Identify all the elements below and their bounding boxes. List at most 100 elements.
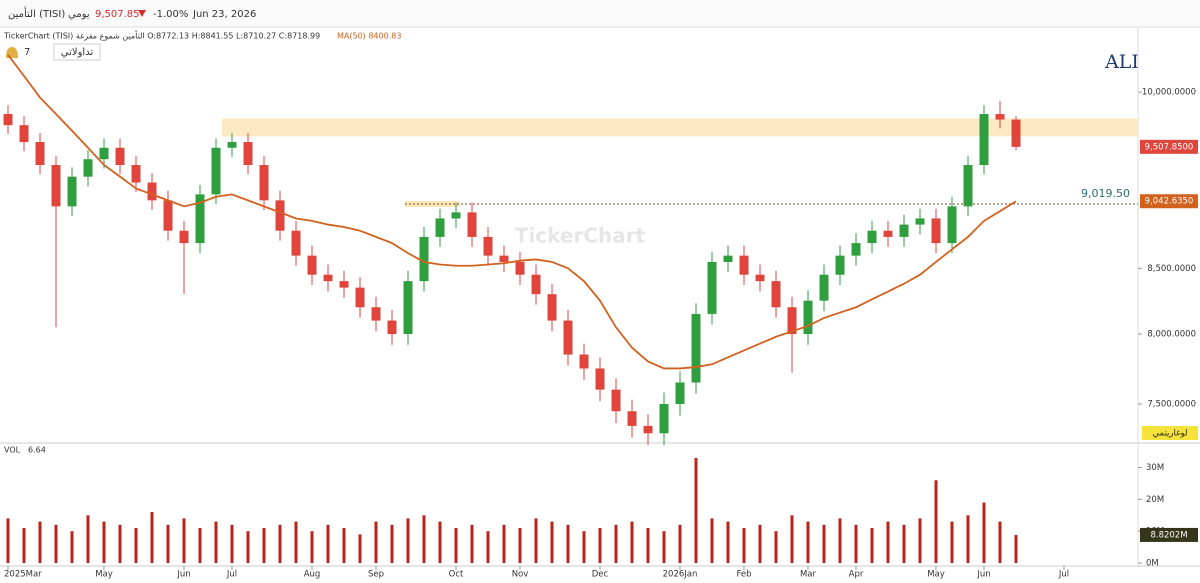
y-tick-label: 10,000.0000 xyxy=(1142,88,1196,98)
volume-bar xyxy=(598,528,602,563)
volume-bar xyxy=(822,524,826,563)
volume-bar xyxy=(902,524,906,563)
ma-line xyxy=(7,54,1017,370)
volume-bar xyxy=(470,524,474,563)
candle-body xyxy=(563,320,573,355)
candle-body xyxy=(515,261,525,275)
volume-bar xyxy=(358,534,362,563)
volume-tick-label: 0M xyxy=(1146,559,1159,569)
watermark: TickerChart xyxy=(515,224,646,248)
x-tick-label: May xyxy=(95,570,113,580)
candle-body xyxy=(467,212,477,237)
ma-label-box xyxy=(1140,194,1198,209)
volume-bar xyxy=(22,528,26,563)
volume-bar xyxy=(230,524,234,563)
volume-label: 8.8202M xyxy=(1150,530,1187,540)
chart-title: ALI xyxy=(1104,51,1139,73)
volume-bar xyxy=(886,521,890,563)
volume-bar xyxy=(70,531,74,563)
candle-body xyxy=(915,218,925,225)
candle-body xyxy=(83,159,93,177)
volume-bar xyxy=(966,515,970,563)
volume-bar xyxy=(614,524,618,563)
volume-label-box xyxy=(1140,527,1198,542)
candle-body xyxy=(723,255,733,262)
volume-bar xyxy=(134,528,138,563)
candle-body xyxy=(595,368,605,390)
x-tick-label: May xyxy=(927,570,945,580)
volume-bar xyxy=(102,521,106,563)
candle-body xyxy=(355,287,365,308)
volume-bar xyxy=(486,531,490,563)
button[interactable] xyxy=(53,43,101,61)
candle-body xyxy=(995,114,1005,120)
candle-body xyxy=(243,142,253,165)
volume-bar xyxy=(934,480,938,563)
x-tick-label: Jul xyxy=(1058,570,1069,580)
candle-body xyxy=(35,142,45,165)
volume-bar xyxy=(54,524,58,563)
volume-bar xyxy=(870,528,874,563)
period: يومي xyxy=(68,9,90,20)
alert-count[interactable]: 7 xyxy=(24,47,30,58)
candle-body xyxy=(131,164,141,183)
candle-body xyxy=(883,230,893,237)
candle-body xyxy=(195,194,205,244)
volume-bar xyxy=(838,518,842,563)
x-tick-label: Aug xyxy=(304,570,321,580)
candle-body xyxy=(579,354,589,369)
candle-body xyxy=(771,281,781,308)
candle-body xyxy=(851,243,861,256)
x-tick-label: Jun xyxy=(976,570,990,580)
x-tick-label: Jun xyxy=(176,570,190,580)
candle-body xyxy=(259,164,269,201)
x-tick-label: Oct xyxy=(449,570,464,580)
close-label-box xyxy=(1140,139,1198,154)
x-tick-label: 2025Mar xyxy=(4,570,42,580)
volume-bar xyxy=(438,521,442,563)
volume-tick-label: 20M xyxy=(1146,495,1164,505)
volume-header-value: 6.64 xyxy=(28,446,46,455)
candle-body xyxy=(227,142,237,148)
button-label[interactable]: تداولاتي xyxy=(61,47,94,58)
volume-bar xyxy=(1014,534,1018,563)
candle-body xyxy=(867,230,877,244)
candle-body xyxy=(19,125,29,143)
scale-label: لوغاريتمي xyxy=(1152,429,1187,439)
candle-body xyxy=(899,224,909,237)
candle-body xyxy=(707,261,717,314)
volume-bar xyxy=(374,521,378,563)
volume-bar xyxy=(454,528,458,563)
volume-bar xyxy=(742,528,746,563)
candle-body xyxy=(179,230,189,244)
y-tick-label: 7,500.0000 xyxy=(1147,399,1196,409)
candle-body xyxy=(483,236,493,256)
candle-body xyxy=(947,206,957,244)
candle-body xyxy=(531,274,541,295)
top-bar xyxy=(0,0,1200,27)
volume-bar xyxy=(774,531,778,563)
close-label: 9,507.8500 xyxy=(1145,142,1194,152)
volume-tick-label: 30M xyxy=(1146,463,1164,473)
down-arrow xyxy=(138,10,146,17)
x-tick-label: Apr xyxy=(849,570,864,580)
volume-bar xyxy=(678,524,682,563)
volume-bar xyxy=(310,531,314,563)
candle-body xyxy=(275,200,285,231)
volume-bar xyxy=(630,521,634,563)
volume-bar xyxy=(918,518,922,563)
x-tick-label: Nov xyxy=(512,570,529,580)
ohlc-info: TickerChart (TISI) التأمين شموع مفرغة O:… xyxy=(3,30,320,41)
x-tick-label: Feb xyxy=(736,570,751,580)
candle-body xyxy=(787,307,797,335)
candle-body xyxy=(819,274,829,301)
candle-body xyxy=(627,411,637,426)
volume-bar xyxy=(694,458,698,563)
candle-body xyxy=(147,182,157,201)
volume-bar xyxy=(150,512,154,563)
ma-info: MA(50) 8400.83 xyxy=(337,32,401,41)
volume-bar xyxy=(982,502,986,563)
candle-body xyxy=(3,114,13,126)
candle-body xyxy=(547,294,557,321)
